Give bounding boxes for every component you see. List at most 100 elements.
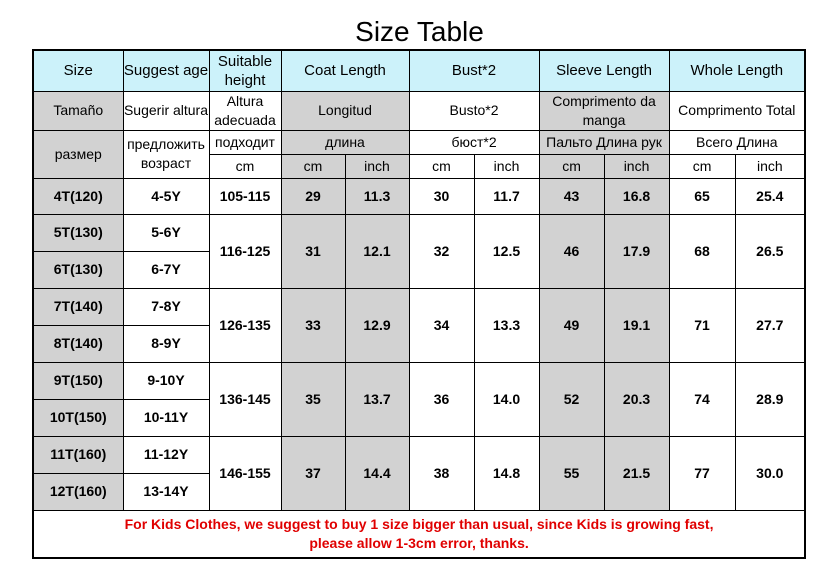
table-row: 6T(130) 6-7Y (32, 250, 805, 289)
bust-cm-cell: 32 (408, 213, 475, 289)
whole-cm-cell: 65 (668, 177, 736, 215)
coat-cm-cell: 33 (280, 287, 346, 363)
unit-sleeve-cm: cm (538, 153, 605, 179)
height-cell: 126-135 (208, 287, 282, 363)
header-sleeve-length: Sleeve Length (538, 49, 670, 92)
size-cell: 11T(160) (32, 435, 124, 474)
bust-cm-cell: 38 (408, 435, 475, 511)
header-es-bust: Busto*2 (408, 90, 540, 131)
sleeve-inch-cell: 16.8 (603, 177, 670, 215)
note-line-2: please allow 1-3cm error, thanks. (309, 534, 529, 551)
size-cell: 8T(140) (32, 324, 124, 363)
coat-cm-cell: 29 (280, 177, 346, 215)
header-row-russian: размер предложить возраст подходит длина… (32, 129, 806, 179)
whole-cm-cell: 68 (668, 213, 736, 289)
bust-inch-cell: 11.7 (473, 177, 540, 215)
units-row: cm cm inch cm inch cm inch cm inch (33, 153, 806, 179)
header-bust: Bust*2 (408, 49, 540, 92)
age-cell: 8-9Y (122, 324, 210, 363)
header-ru-whole: Всего Длина (668, 129, 806, 155)
header-es-height: Altura adecuada (208, 90, 282, 131)
coat-inch-cell: 12.1 (344, 213, 410, 289)
header-suitable-height: Suitable height (208, 49, 282, 92)
note-line-1: For Kids Clothes, we suggest to buy 1 si… (124, 515, 714, 532)
header-ru-sleeve: Пальто Длина рук (538, 129, 670, 155)
page-title: Size Table (355, 16, 484, 47)
sleeve-inch-cell: 17.9 (603, 213, 670, 289)
age-cell: 4-5Y (122, 177, 210, 215)
sleeve-cm-cell: 55 (538, 435, 605, 511)
bust-cm-cell: 34 (408, 287, 475, 363)
age-cell: 5-6Y (122, 213, 210, 252)
header-coat-length: Coat Length (280, 49, 410, 92)
unit-coat-inch: inch (344, 153, 410, 179)
unit-sleeve-inch: inch (603, 153, 670, 179)
size-table: Size Suggest age Suitable height Coat Le… (32, 49, 807, 559)
sleeve-cm-cell: 52 (538, 361, 605, 437)
height-cell: 146-155 (208, 435, 282, 511)
age-cell: 11-12Y (122, 435, 210, 474)
table-row: 11T(160) 11-12Y 146-155 37 14.4 38 14.8 … (32, 435, 806, 511)
bust-inch-cell: 13.3 (473, 287, 540, 363)
header-es-coat: Longitud (280, 90, 410, 131)
whole-cm-cell: 77 (668, 435, 736, 511)
unit-whole-inch: inch (734, 153, 806, 179)
whole-cm-cell: 74 (668, 361, 736, 437)
sleeve-cm-cell: 49 (538, 287, 605, 363)
table-row: 9T(150) 9-10Y 136-145 35 13.7 36 14.0 52… (32, 361, 806, 437)
coat-inch-cell: 14.4 (344, 435, 410, 511)
unit-height-cm: cm (208, 153, 282, 179)
sleeve-inch-cell: 19.1 (603, 287, 670, 363)
header-es-age: Sugerir altura (122, 90, 210, 131)
bust-cm-cell: 30 (408, 177, 475, 215)
table-row: 5T(130) 5-6Y 116-125 31 12.1 32 12.5 46 … (32, 213, 806, 289)
size-cell: 10T(150) (32, 398, 124, 437)
age-cell: 6-7Y (122, 250, 210, 289)
size-cell: 6T(130) (32, 250, 124, 289)
header-es-size: Tamaño (32, 90, 124, 131)
age-cell: 13-14Y (122, 472, 210, 511)
header-row-spanish: Tamaño Sugerir altura Altura adecuada Lo… (32, 90, 806, 131)
unit-whole-cm: cm (668, 153, 736, 179)
note-cell: For Kids Clothes, we suggest to buy 1 si… (32, 509, 806, 559)
header-ru-height: подходит (208, 129, 282, 155)
coat-cm-cell: 35 (280, 361, 346, 437)
bust-cm-cell: 36 (408, 361, 475, 437)
whole-inch-cell: 27.7 (734, 287, 806, 363)
age-cell: 9-10Y (122, 361, 210, 400)
height-cell: 136-145 (208, 361, 282, 437)
unit-bust-cm: cm (408, 153, 475, 179)
whole-cm-cell: 71 (668, 287, 736, 363)
age-cell: 10-11Y (122, 398, 210, 437)
bust-inch-cell: 14.0 (473, 361, 540, 437)
header-row-english: Size Suggest age Suitable height Coat Le… (32, 49, 806, 92)
table-row: 4T(120) 4-5Y 105-115 29 11.3 30 11.7 43 … (32, 177, 806, 215)
header-es-sleeve: Comprimento da manga (538, 90, 670, 131)
sleeve-inch-cell: 21.5 (603, 435, 670, 511)
whole-inch-cell: 26.5 (734, 213, 806, 289)
header-size: Size (32, 49, 124, 92)
whole-inch-cell: 30.0 (734, 435, 806, 511)
header-es-whole: Comprimento Total (668, 90, 806, 131)
table-row: 7T(140) 7-8Y 126-135 33 12.9 34 13.3 49 … (32, 287, 806, 363)
header-whole-length: Whole Length (668, 49, 806, 92)
unit-coat-cm: cm (280, 153, 346, 179)
sleeve-cm-cell: 46 (538, 213, 605, 289)
header-ru-age: предложить возраст (122, 129, 210, 179)
coat-inch-cell: 13.7 (344, 361, 410, 437)
header-suggest-age: Suggest age (122, 49, 210, 92)
sleeve-cm-cell: 43 (538, 177, 605, 215)
table-row: 8T(140) 8-9Y (32, 324, 805, 363)
whole-inch-cell: 25.4 (734, 177, 806, 215)
size-cell: 9T(150) (32, 361, 124, 400)
bust-inch-cell: 14.8 (473, 435, 540, 511)
note-row: For Kids Clothes, we suggest to buy 1 si… (32, 509, 806, 559)
unit-bust-inch: inch (473, 153, 540, 179)
age-cell: 7-8Y (122, 287, 210, 326)
size-cell: 12T(160) (32, 472, 124, 511)
bust-inch-cell: 12.5 (473, 213, 540, 289)
header-ru-size: размер (32, 129, 124, 179)
header-ru-bust: бюст*2 (408, 129, 540, 155)
size-cell: 4T(120) (32, 177, 124, 215)
sleeve-inch-cell: 20.3 (603, 361, 670, 437)
